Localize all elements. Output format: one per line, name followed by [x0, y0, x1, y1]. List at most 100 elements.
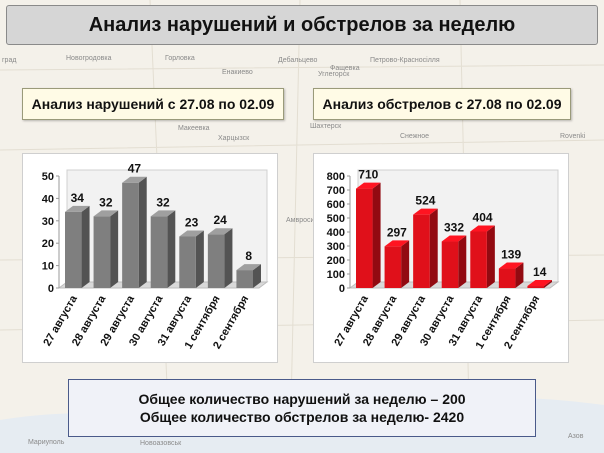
shelling-bar-front [527, 286, 544, 288]
shelling-bar-top [527, 280, 552, 287]
violations-bar-front [179, 236, 196, 288]
shelling-bar-front [470, 231, 487, 288]
violations-bar-front [150, 216, 168, 288]
shelling-bar-top [441, 235, 467, 242]
violations-y-tick-label: 10 [42, 261, 54, 273]
violations-subtitle: Анализ нарушений с 27.08 по 02.09 [22, 88, 284, 120]
violations-bar-front [65, 211, 82, 288]
shelling-bar-top [498, 262, 524, 269]
violations-bar-side [110, 210, 119, 288]
shelling-bar-side [401, 240, 410, 288]
map-place-label: Мариуполь [28, 439, 65, 446]
shelling-data-label: 710 [358, 168, 378, 182]
shelling-bar [498, 262, 524, 288]
violations-bar-front [122, 182, 139, 288]
map-place-label: Макеевка [178, 125, 210, 132]
shelling-data-label: 297 [387, 225, 407, 239]
shelling-bar [470, 225, 495, 288]
violations-data-label: 23 [185, 215, 199, 229]
violations-bar-top [122, 176, 147, 183]
shelling-bar-front [441, 241, 459, 288]
violations-bar-side [253, 264, 261, 288]
shelling-data-label: 332 [444, 221, 464, 235]
map-place-label: град [2, 57, 16, 64]
violations-bar-side [224, 228, 233, 288]
map-place-label: Новогродовка [66, 55, 112, 62]
violations-y-tick-label: 30 [42, 216, 54, 228]
map-place-label: Харцызск [218, 135, 250, 142]
shelling-bar-front [384, 246, 402, 288]
map-place-label: Горловка [165, 55, 195, 62]
shelling-bar [527, 280, 552, 288]
shelling-y-tick-label: 300 [327, 241, 345, 253]
violations-data-label: 32 [156, 195, 170, 209]
shelling-bar [356, 182, 381, 288]
violations-y-tick-label: 50 [42, 171, 54, 183]
shelling-y-tick-label: 700 [327, 185, 345, 197]
map-place-label: Углегорск [318, 71, 350, 78]
shelling-y-tick-label: 100 [327, 269, 345, 281]
shelling-chart-panel: 0 100 200 300 400 500 600 700 800 710 27 августа 29… [313, 153, 569, 363]
violations-chart-panel: 0 10 20 30 40 50 34 27 августа 32 28 августа 47 29 … [22, 153, 278, 363]
page-title: Анализ нарушений и обстрелов за неделю [6, 5, 598, 45]
shelling-bar-side [515, 262, 524, 288]
shelling-bar-side [544, 280, 552, 288]
shelling-bar-side [486, 225, 495, 288]
violations-bar-top [150, 210, 176, 217]
violations-bar-top [179, 230, 204, 237]
violations-bar [179, 230, 204, 288]
violations-data-label: 32 [99, 195, 113, 209]
shelling-subtitle: Анализ обстрелов с 27.08 по 02.09 [313, 88, 571, 120]
map-place-label: Шахтерск [310, 123, 342, 130]
violations-bar [207, 228, 233, 288]
violations-bar [150, 210, 176, 288]
violations-data-label: 8 [245, 249, 252, 263]
violations-bar [122, 176, 147, 288]
violations-data-label: 24 [213, 213, 227, 227]
shelling-y-tick-label: 400 [327, 227, 345, 239]
total-violations-text: Общее количество нарушений за неделю – 2… [138, 391, 466, 407]
violations-bar-front [93, 216, 111, 288]
violations-bar-front [236, 270, 253, 288]
violations-bar-top [207, 228, 233, 235]
shelling-bar-top [470, 225, 495, 232]
violations-bar [236, 264, 261, 288]
map-place-label: Rovenki [560, 133, 586, 140]
shelling-bar [384, 240, 410, 288]
violations-data-label: 47 [128, 162, 142, 176]
shelling-bar [413, 208, 438, 288]
map-place-label: Новоазовськ [140, 440, 182, 447]
map-place-label: Амвросиевка [286, 217, 329, 224]
shelling-bar-front [356, 188, 373, 288]
shelling-data-label: 524 [415, 194, 435, 208]
shelling-y-tick-label: 0 [339, 283, 345, 295]
map-place-label: Дебальцево [278, 56, 317, 64]
violations-bar-side [81, 205, 90, 288]
map-place-label: Фащевка [330, 65, 360, 72]
violations-bar-side [138, 176, 147, 288]
total-shelling-text: Общее количество обстрелов за неделю- 24… [139, 409, 465, 425]
shelling-bar-front [413, 214, 430, 288]
violations-bar-top [65, 205, 90, 212]
shelling-y-tick-label: 800 [327, 171, 345, 183]
totals-box: Общее количество нарушений за неделю – 2… [68, 379, 536, 437]
shelling-bar-front [498, 268, 516, 288]
map-place-label: Петрово-Красносілля [370, 56, 440, 64]
violations-bar-side [195, 230, 204, 288]
violations-bar [93, 210, 119, 288]
map-place-label: Азов [568, 433, 584, 440]
violations-bar-side [167, 210, 176, 288]
violations-y-tick-label: 40 [42, 193, 54, 205]
shelling-bar-top [384, 240, 410, 247]
shelling-bar-side [372, 182, 381, 288]
map-place-label: Енакиево [222, 69, 253, 76]
shelling-y-tick-label: 500 [327, 213, 345, 225]
map-place-label: Снежное [400, 133, 429, 140]
shelling-bar-side [458, 235, 467, 288]
shelling-data-label: 139 [501, 248, 521, 262]
shelling-y-tick-label: 600 [327, 199, 345, 211]
shelling-data-label: 14 [533, 265, 547, 279]
shelling-data-label: 404 [473, 210, 493, 224]
violations-y-tick-label: 20 [42, 238, 54, 250]
